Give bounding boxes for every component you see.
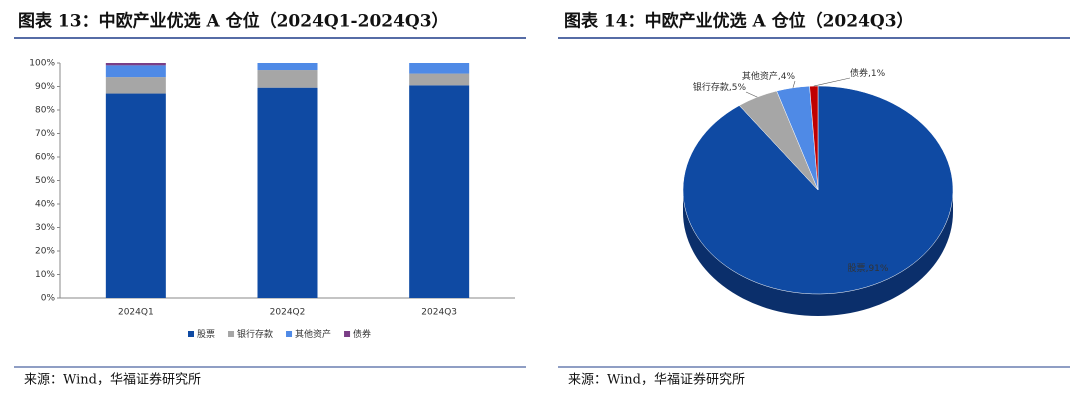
bar-segment xyxy=(409,73,470,86)
bar-segment xyxy=(257,87,318,298)
y-tick-label: 90% xyxy=(35,82,55,92)
pie-label: 股票,91% xyxy=(848,263,889,274)
pie-label-separator: , xyxy=(868,69,871,79)
y-tick-label: 80% xyxy=(35,106,55,116)
pie-label-separator: , xyxy=(778,72,781,82)
bar-segment xyxy=(409,85,470,298)
x-tick-label: 2024Q3 xyxy=(421,308,457,318)
pie-label-separator: , xyxy=(866,264,869,274)
y-tick-label: 60% xyxy=(35,153,55,163)
bar-segment xyxy=(257,63,318,71)
bar-segment xyxy=(409,63,470,74)
legend-swatch xyxy=(344,331,351,337)
legend-swatch xyxy=(188,331,194,337)
pie-label-category: 债券 xyxy=(850,67,868,79)
leader-line xyxy=(792,80,796,88)
y-tick-label: 20% xyxy=(35,247,55,257)
leader-line xyxy=(813,77,851,87)
y-tick-label: 10% xyxy=(35,270,55,280)
legend-label: 债券 xyxy=(353,328,371,340)
source: 来源：Wind，华福证券研究所 xyxy=(568,372,745,388)
pie-label: 债券,1% xyxy=(850,67,886,79)
pie-label-category: 股票 xyxy=(848,263,866,274)
pie-label-category: 其他资产 xyxy=(742,70,778,82)
chart-title: 图表 13：中欧产业优选 A 仓位（2024Q1-2024Q3） xyxy=(18,11,449,32)
bar-segment xyxy=(105,63,166,66)
leader-line xyxy=(745,91,758,98)
y-tick-label: 40% xyxy=(35,200,55,210)
x-tick-label: 2024Q2 xyxy=(270,308,306,318)
x-tick-label: 2024Q1 xyxy=(118,308,154,318)
chart-title: 图表 14：中欧产业优选 A 仓位（2024Q3） xyxy=(564,11,914,32)
pie-label-value: 5% xyxy=(732,83,747,93)
bar-segment xyxy=(105,93,166,298)
pie-label-value: 1% xyxy=(871,69,886,79)
pie-label: 其他资产,4% xyxy=(742,70,796,82)
source: 来源：Wind，华福证券研究所 xyxy=(24,372,201,388)
legend-label: 其他资产 xyxy=(295,328,331,340)
y-tick-label: 30% xyxy=(35,223,55,233)
pie-label: 银行存款,5% xyxy=(693,81,747,93)
bar-segment xyxy=(257,70,318,88)
bar-segment xyxy=(105,65,166,78)
bar-segment xyxy=(105,77,166,94)
pie-slice xyxy=(809,85,819,191)
pie-label-value: 91% xyxy=(868,264,888,274)
pie-label-category: 银行存款 xyxy=(693,81,729,93)
y-tick-label: 100% xyxy=(29,59,55,69)
legend-label: 银行存款 xyxy=(237,328,273,340)
legend-swatch xyxy=(228,331,235,337)
y-tick-label: 0% xyxy=(41,294,56,304)
legend-swatch xyxy=(286,331,293,337)
pie-label-separator: , xyxy=(729,83,732,93)
y-tick-label: 70% xyxy=(35,129,55,139)
y-tick-label: 50% xyxy=(35,176,55,186)
legend-label: 股票 xyxy=(197,329,215,340)
pie-label-value: 4% xyxy=(781,72,796,82)
